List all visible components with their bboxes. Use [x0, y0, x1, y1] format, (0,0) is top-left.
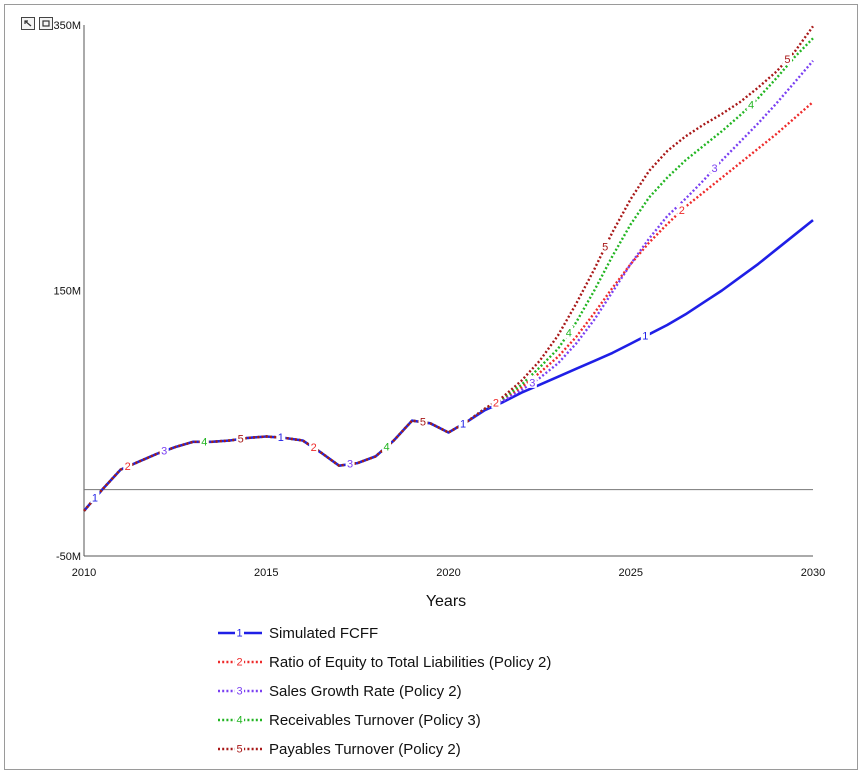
- series-marker-bg: [600, 239, 610, 252]
- legend-marker-bg: [235, 626, 244, 638]
- legend-marker-bg: [235, 713, 244, 725]
- series-marker-5: 5: [784, 54, 790, 66]
- y-tick-label: 350M: [53, 20, 81, 32]
- legend: 1 Simulated FCFF 2 Ratio of Equity to Total…: [218, 625, 551, 758]
- series-marker-bg: [382, 439, 392, 452]
- series-marker-4: 4: [748, 99, 754, 111]
- series-line-4: [83, 37, 814, 512]
- series-marker-bg: [159, 444, 169, 457]
- series-lines: [83, 25, 814, 512]
- series-marker-bg: [782, 52, 792, 65]
- legend-label-3: Sales Growth Rate (Policy 2): [269, 683, 462, 700]
- x-tick-label: 2030: [801, 567, 825, 579]
- series-marker-3: 3: [347, 459, 353, 471]
- legend-marker-bg: [235, 655, 244, 667]
- x-tick-label: 2015: [254, 567, 278, 579]
- legend-marker-4: 4: [236, 715, 242, 727]
- series-line-1: [83, 219, 814, 512]
- chart-panel: [4, 4, 858, 770]
- legend-marker-bg: [235, 684, 244, 696]
- legend-marker-3: 3: [236, 686, 242, 698]
- series-marker-bg: [345, 457, 355, 470]
- legend-label-5: Payables Turnover (Policy 2): [269, 741, 461, 758]
- series-marker-bg: [309, 440, 319, 453]
- series-line-5: [83, 25, 814, 512]
- legend-label-2: Ratio of Equity to Total Liabilities (Po…: [269, 654, 551, 671]
- series-marker-1: 1: [642, 331, 648, 343]
- series-markers: 1 1 1 1 2 2 2 2 3 3 3 3 4 4 4 4 5 5 5 5: [90, 52, 792, 505]
- legend-marker-1: 1: [236, 628, 242, 640]
- series-marker-5: 5: [238, 433, 244, 445]
- series-marker-bg: [236, 431, 246, 444]
- series-marker-4: 4: [383, 441, 389, 453]
- legend-marker-5: 5: [236, 744, 242, 756]
- series-marker-4: 4: [566, 327, 572, 339]
- series-marker-bg: [458, 417, 468, 430]
- y-tick-label: 150M: [53, 286, 81, 298]
- series-marker-bg: [199, 434, 209, 447]
- series-marker-1: 1: [278, 432, 284, 444]
- legend-marker-2: 2: [236, 657, 242, 669]
- y-tick-label: -50M: [56, 551, 81, 563]
- x-axis-title: Years: [426, 593, 466, 610]
- zoom-fit-icon[interactable]: [39, 17, 53, 30]
- series-marker-bg: [527, 375, 537, 388]
- collapse-icon[interactable]: [21, 17, 35, 30]
- series-marker-bg: [90, 491, 100, 504]
- series-marker-bg: [123, 459, 133, 472]
- legend-label-4: Receivables Turnover (Policy 3): [269, 712, 481, 729]
- axes: 2010 2015 2020 2025 2030 -50M 150M 350M: [53, 20, 825, 579]
- series-marker-bg: [491, 396, 501, 409]
- legend-marker-bg: [235, 742, 244, 754]
- series-marker-bg: [677, 203, 687, 216]
- series-marker-5: 5: [420, 417, 426, 429]
- series-marker-5: 5: [602, 241, 608, 253]
- series-marker-bg: [418, 415, 428, 428]
- series-marker-3: 3: [161, 446, 167, 458]
- series-marker-4: 4: [201, 436, 207, 448]
- legend-label-1: Simulated FCFF: [269, 625, 378, 642]
- x-tick-label: 2025: [619, 567, 643, 579]
- series-line-2: [83, 101, 814, 512]
- series-marker-1: 1: [92, 493, 98, 505]
- x-tick-label: 2010: [72, 567, 96, 579]
- series-marker-bg: [564, 325, 574, 338]
- series-marker-bg: [746, 97, 756, 110]
- series-marker-2: 2: [311, 442, 317, 454]
- series-line-3: [83, 60, 814, 512]
- series-marker-2: 2: [493, 398, 499, 410]
- series-marker-2: 2: [125, 461, 131, 473]
- series-marker-bg: [276, 430, 286, 443]
- series-marker-3: 3: [529, 377, 535, 389]
- series-marker-1: 1: [460, 419, 466, 431]
- series-marker-3: 3: [712, 163, 718, 175]
- series-marker-bg: [640, 329, 650, 342]
- series-marker-2: 2: [679, 205, 685, 217]
- x-tick-label: 2020: [436, 567, 460, 579]
- series-marker-bg: [710, 161, 720, 174]
